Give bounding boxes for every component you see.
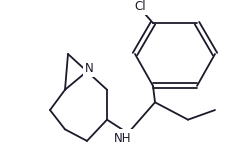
Text: NH: NH [114, 132, 132, 144]
Text: N: N [85, 62, 93, 75]
Text: Cl: Cl [134, 0, 146, 13]
